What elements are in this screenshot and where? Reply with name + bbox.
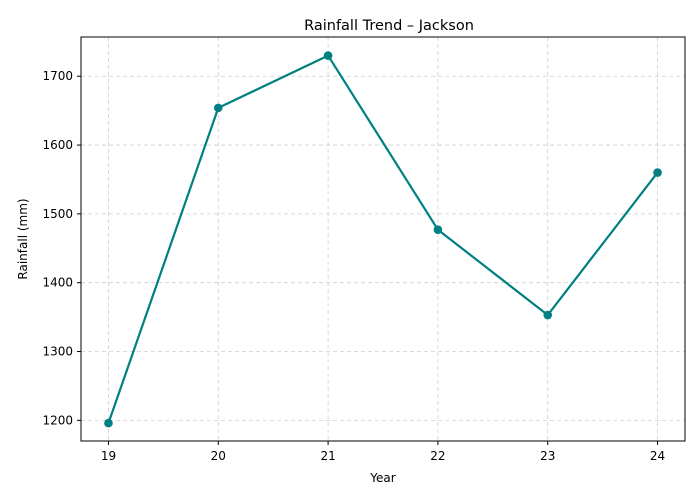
y-tick-label: 1500: [42, 207, 73, 221]
y-axis-label: Rainfall (mm): [16, 198, 30, 279]
y-tick-label: 1700: [42, 69, 73, 83]
x-tick-label: 24: [650, 449, 665, 463]
data-point: [323, 51, 333, 60]
data-line: [107, 54, 659, 424]
data-point: [104, 418, 113, 428]
y-tick-label: 1600: [42, 138, 73, 152]
data-point: [653, 168, 662, 177]
y-tick-label: 1200: [42, 413, 73, 427]
x-axis-label: Year: [369, 471, 395, 485]
y-axis-ticks: 1200 1300 1400 1500 1600 1700: [42, 69, 81, 427]
x-tick-label: 22: [430, 449, 445, 463]
y-tick-label: 1300: [42, 345, 73, 359]
plot-frame: [80, 36, 686, 442]
y-tick-label: 1400: [42, 276, 73, 290]
x-tick-label: 23: [540, 449, 555, 463]
x-axis-ticks: 19 20 21 22 23 24: [101, 441, 665, 463]
data-point: [213, 103, 223, 113]
data-point: [543, 310, 553, 320]
x-tick-label: 20: [211, 449, 226, 463]
chart-title: Rainfall Trend – Jackson: [304, 18, 474, 34]
data-point: [433, 225, 443, 235]
x-tick-label: 21: [320, 449, 335, 463]
x-tick-label: 19: [101, 449, 116, 463]
series-line: [104, 51, 662, 428]
